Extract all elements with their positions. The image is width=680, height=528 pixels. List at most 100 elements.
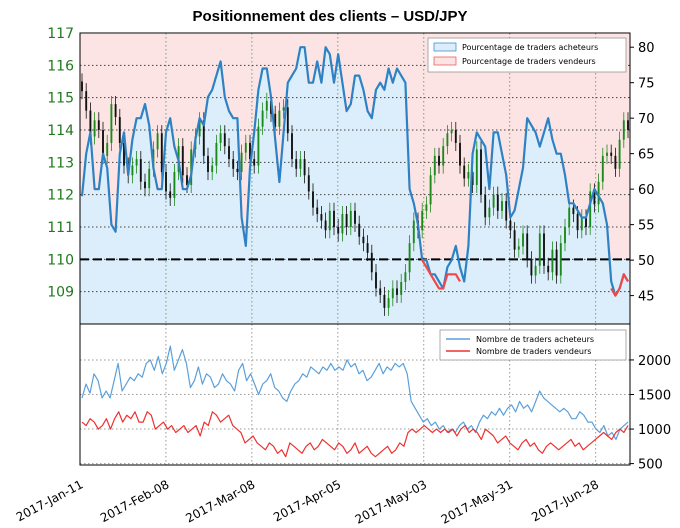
candle-body <box>450 130 453 134</box>
price-tick-label: 113 <box>47 155 74 171</box>
buyer-share-fill <box>293 68 299 324</box>
candle-body <box>160 133 163 173</box>
seller-share-fill <box>352 34 358 76</box>
candle-body <box>236 168 239 173</box>
seller-share-fill <box>520 34 526 168</box>
buyer-share-fill <box>281 132 286 324</box>
upper-panel: 109 110 111 112 113 114 115 116 117 45 50 55 60 65 70… <box>47 26 655 325</box>
candle-body <box>488 207 491 218</box>
buyer-share-fill <box>411 203 417 324</box>
seller-share-fill <box>201 34 207 126</box>
buyer-share-fill <box>230 118 236 324</box>
buyer-share-fill <box>340 82 345 325</box>
candle-body <box>202 120 205 156</box>
seller-share-fill <box>344 34 349 112</box>
buyer-share-fill <box>235 118 240 324</box>
buyer-share-fill <box>445 260 450 324</box>
seller-share-fill <box>545 34 551 119</box>
candle-body <box>228 146 230 160</box>
legend-swatch-sellers-pct <box>433 56 457 66</box>
candle-body <box>97 120 100 130</box>
seller-share-fill <box>314 34 320 62</box>
seller-share-fill <box>348 34 354 104</box>
seller-share-fill <box>398 34 404 76</box>
seller-share-fill <box>79 34 85 197</box>
buyer-share-fill <box>117 153 123 324</box>
candle-body <box>370 252 373 273</box>
seller-share-fill <box>184 34 190 190</box>
buyer-share-fill <box>386 68 391 324</box>
candle-body <box>580 217 583 231</box>
buyer-share-fill <box>529 125 534 324</box>
candle-body <box>207 155 209 173</box>
price-tick-label: 117 <box>47 26 74 42</box>
candle-body <box>123 142 125 166</box>
buyer-share-fill <box>377 82 383 325</box>
seller-share-fill <box>571 34 576 204</box>
seller-share-fill <box>125 34 131 175</box>
candle-body <box>484 194 487 218</box>
sellers-count-line <box>81 411 629 458</box>
count-tick-label: 2000 <box>638 354 671 369</box>
seller-share-fill <box>134 34 139 119</box>
percent-axis: 45 50 55 60 65 70 75 80 <box>630 41 655 305</box>
buyer-share-fill <box>508 217 513 324</box>
buyer-share-fill <box>109 224 114 324</box>
chart-title: Positionnement des clients – USD/JPY <box>192 8 467 25</box>
buyer-share-fill <box>104 167 110 324</box>
candle-body <box>165 172 167 192</box>
buyer-share-fill <box>533 132 538 324</box>
candle-body <box>618 139 621 169</box>
seller-share-fill <box>159 34 165 190</box>
buyer-share-fill <box>88 132 93 324</box>
buyer-share-fill <box>226 111 232 324</box>
seller-share-fill <box>335 34 341 55</box>
candle-body <box>475 149 478 185</box>
seller-share-fill <box>491 34 496 133</box>
candle-body <box>169 191 172 198</box>
seller-share-fill <box>508 34 513 218</box>
candle-body <box>341 214 344 234</box>
candle-body <box>131 165 134 176</box>
percent-tick-label: 60 <box>638 183 655 198</box>
seller-share-fill <box>424 34 429 261</box>
percent-tick-label: 55 <box>638 219 655 234</box>
candle-body <box>81 81 83 92</box>
buyer-share-fill <box>243 245 249 324</box>
candle-body <box>106 142 109 156</box>
buyer-share-fill <box>96 189 102 324</box>
buyer-share-fill <box>277 182 282 324</box>
count-axis: 500 1000 1500 2000 <box>630 354 671 473</box>
seller-share-fill <box>214 34 219 76</box>
buyer-share-fill <box>327 54 333 324</box>
candle-body <box>93 120 96 137</box>
candle-body <box>85 91 88 111</box>
candle-body <box>219 133 222 143</box>
buyer-share-fill <box>583 217 589 324</box>
lower-series <box>81 345 629 458</box>
buyer-share-fill <box>83 153 89 324</box>
candle-body <box>299 159 302 169</box>
legend-label-sellers-pct: Pourcentage de traders vendeurs <box>462 57 596 66</box>
buyer-share-fill <box>188 174 194 324</box>
candle-body <box>337 227 340 234</box>
candle-body <box>505 201 508 221</box>
buyer-share-fill <box>499 153 505 324</box>
seller-share-fill <box>604 34 610 225</box>
seller-share-fill <box>562 34 568 175</box>
x-tick-label: 2017-Jan-11 <box>14 477 86 524</box>
buyer-share-fill <box>382 89 387 324</box>
candle-body <box>391 288 394 299</box>
seller-share-fill <box>331 34 337 83</box>
buyer-share-fill <box>100 153 106 324</box>
seller-share-fill <box>356 34 362 76</box>
lower-panel: 500 1000 1500 2000 Nombre de traders achete… <box>79 323 671 473</box>
candle-body <box>362 236 365 244</box>
candle-body <box>303 159 306 176</box>
buyer-share-fill <box>214 75 219 325</box>
buyer-share-fill <box>352 75 358 325</box>
seller-share-fill <box>541 34 547 133</box>
candle-body <box>438 155 440 166</box>
seller-share-fill <box>310 34 316 83</box>
seller-share-fill <box>138 34 144 119</box>
